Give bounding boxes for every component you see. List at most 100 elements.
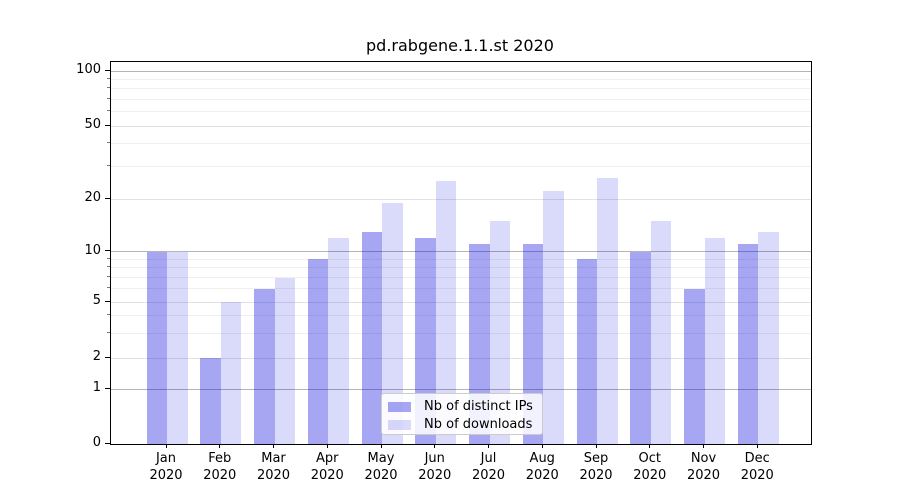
y-axis-tick-20 xyxy=(105,197,110,199)
x-axis-tick-jan xyxy=(165,444,167,448)
y-axis-tick-100 xyxy=(105,69,110,71)
legend-swatch-downloads xyxy=(388,419,411,430)
gridline-2 xyxy=(111,357,811,359)
x-axis-tick-aug xyxy=(541,444,543,448)
gridline-20 xyxy=(111,198,811,200)
x-axis-tick-jul xyxy=(488,444,489,448)
x-axis-tick-label-feb: Feb 2020 xyxy=(203,451,237,483)
x-axis-tick-jun xyxy=(434,444,436,448)
y-axis-tick-50 xyxy=(105,124,110,126)
bar-downloads-jan xyxy=(167,251,188,444)
gridline-1 xyxy=(111,388,811,390)
chart-title: pd.rabgene.1.1.st 2020 xyxy=(366,36,554,55)
x-axis-tick-oct xyxy=(649,444,651,448)
x-axis-tick-label-jun: Jun 2020 xyxy=(418,451,452,483)
gridline-7 xyxy=(111,276,811,278)
gridline-80 xyxy=(111,88,811,90)
gridline-3 xyxy=(111,332,811,334)
gridline-70 xyxy=(111,98,811,100)
plot-area xyxy=(110,61,812,445)
gridline-30 xyxy=(111,166,811,168)
y-axis-minor-tick-30 xyxy=(107,165,110,167)
y-axis-tick-label-50: 50 xyxy=(84,117,101,132)
bar-downloads-may xyxy=(382,202,403,444)
gridline-4 xyxy=(111,315,811,317)
gridline-50 xyxy=(111,125,811,127)
legend-label-downloads: Nb of downloads xyxy=(424,417,533,432)
gridline-90 xyxy=(111,78,811,80)
y-axis-minor-tick-9 xyxy=(107,257,110,259)
y-axis-tick-label-100: 100 xyxy=(76,62,101,77)
y-axis-minor-tick-90 xyxy=(107,77,110,79)
x-axis-tick-apr xyxy=(326,444,328,448)
legend-item-distinct-ips: Nb of distinct IPs xyxy=(388,398,542,415)
bar-downloads-mar xyxy=(274,277,295,444)
y-axis-minor-tick-70 xyxy=(107,97,110,99)
x-axis-tick-mar xyxy=(273,444,274,448)
legend-swatch-distinct-ips xyxy=(388,401,411,412)
x-axis-tick-label-jul: Jul 2020 xyxy=(471,451,506,483)
gridline-100 xyxy=(111,70,811,72)
bar-distinct-ips-oct xyxy=(630,251,651,444)
bar-downloads-aug xyxy=(543,191,564,444)
y-axis-tick-label-0: 0 xyxy=(92,435,101,450)
y-axis-minor-tick-60 xyxy=(107,110,110,112)
y-axis-minor-tick-80 xyxy=(107,87,110,89)
bar-distinct-ips-jun xyxy=(415,237,436,444)
bar-distinct-ips-nov xyxy=(684,288,705,444)
bar-distinct-ips-jan xyxy=(146,251,167,444)
bar-downloads-feb xyxy=(220,302,242,444)
y-axis-tick-1 xyxy=(105,387,110,389)
bar-distinct-ips-apr xyxy=(307,259,329,444)
bar-downloads-jul xyxy=(489,220,510,444)
x-axis-tick-nov xyxy=(703,444,704,448)
y-axis-tick-5 xyxy=(105,300,110,302)
x-axis-tick-label-nov: Nov 2020 xyxy=(686,451,721,483)
bar-downloads-apr xyxy=(328,237,349,444)
y-axis-tick-label-10: 10 xyxy=(84,242,101,258)
y-axis-tick-label-20: 20 xyxy=(84,190,101,205)
bar-distinct-ips-dec xyxy=(737,244,759,444)
y-axis-tick-label-2: 2 xyxy=(92,349,101,364)
x-axis-tick-feb xyxy=(219,444,221,448)
y-axis-minor-tick-3 xyxy=(107,331,110,333)
y-axis-minor-tick-6 xyxy=(107,287,110,289)
bar-downloads-oct xyxy=(650,220,672,444)
x-axis-tick-label-aug: Aug 2020 xyxy=(525,451,559,483)
y-axis-tick-label-5: 5 xyxy=(92,293,101,308)
bar-downloads-dec xyxy=(758,231,779,444)
bar-distinct-ips-sep xyxy=(576,259,597,444)
bar-downloads-nov xyxy=(704,237,725,444)
x-axis-tick-label-oct: Oct 2020 xyxy=(633,451,667,483)
x-axis-tick-label-mar: Mar 2020 xyxy=(256,451,291,483)
gridline-60 xyxy=(111,111,811,113)
gridline-40 xyxy=(111,143,811,145)
x-axis-tick-label-may: May 2020 xyxy=(364,451,398,483)
x-axis-tick-label-apr: Apr 2020 xyxy=(310,451,344,483)
x-axis-tick-dec xyxy=(756,444,758,448)
legend: Nb of distinct IPs Nb of downloads xyxy=(381,393,543,435)
x-axis-tick-may xyxy=(380,444,382,448)
legend-label-distinct-ips: Nb of distinct IPs xyxy=(424,399,533,414)
y-axis-tick-0 xyxy=(105,442,110,444)
gridline-6 xyxy=(111,288,811,290)
gridline-10 xyxy=(111,251,811,252)
y-axis-minor-tick-40 xyxy=(107,142,110,144)
bar-distinct-ips-mar xyxy=(254,288,275,444)
x-axis-tick-label-sep: Sep 2020 xyxy=(579,451,613,483)
bar-distinct-ips-feb xyxy=(200,358,221,444)
x-axis-tick-label-jan: Jan 2020 xyxy=(149,451,183,483)
bar-downloads-sep xyxy=(597,178,618,444)
y-axis-tick-label-1: 1 xyxy=(92,380,101,395)
gridline-9 xyxy=(111,258,811,260)
y-axis-minor-tick-7 xyxy=(107,275,110,277)
x-axis-tick-label-dec: Dec 2020 xyxy=(740,451,774,483)
y-axis-minor-tick-4 xyxy=(107,314,110,316)
bar-downloads-jun xyxy=(435,181,457,444)
y-axis-tick-2 xyxy=(105,356,110,358)
gridline-5 xyxy=(111,301,811,303)
y-axis-tick-10 xyxy=(105,250,110,251)
y-axis-minor-tick-8 xyxy=(107,266,110,268)
x-axis-tick-sep xyxy=(595,444,597,448)
